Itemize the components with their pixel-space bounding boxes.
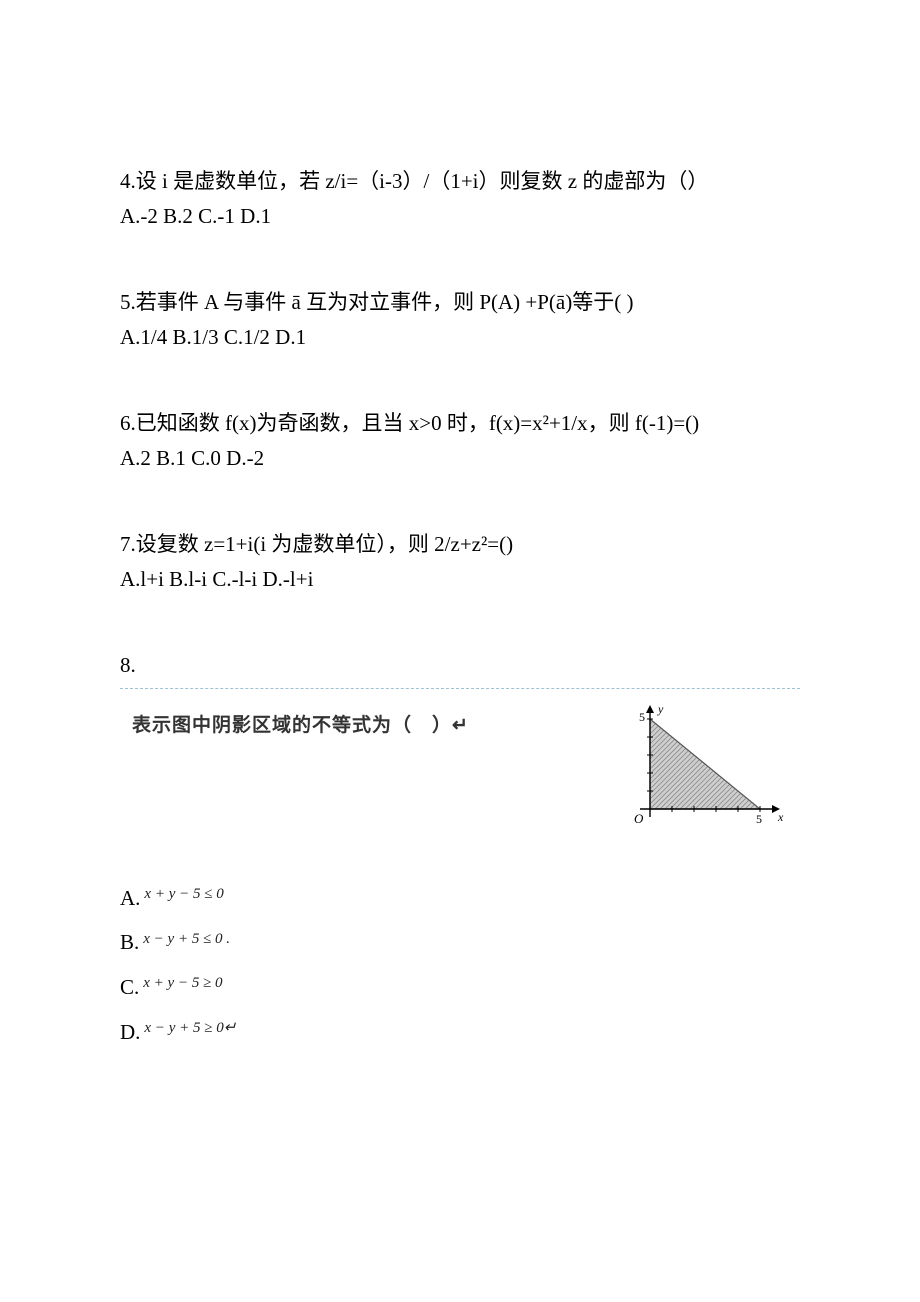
q5-options: A.1/4 B.1/3 C.1/2 D.1: [120, 321, 800, 354]
option-expr: x − y + 5 ≥ 0↵: [144, 1017, 236, 1040]
q7-stem: 7.设复数 z=1+i(i 为虚数单位），则 2/z+z²=(): [120, 528, 800, 561]
x-axis-label: x: [777, 810, 784, 824]
q8-option-d: D. x − y + 5 ≥ 0↵: [120, 1016, 800, 1049]
q8-label: 8.: [120, 649, 800, 682]
exam-page: 4.设 i 是虚数单位，若 z/i=（i-3）/（1+i）则复数 z 的虚部为（…: [0, 0, 920, 1302]
q7-options: A.l+i B.l-i C.-l-i D.-l+i: [120, 563, 800, 596]
option-letter: B.: [120, 926, 139, 959]
shaded-region: [650, 719, 760, 809]
option-expr: x + y − 5 ≥ 0: [143, 972, 222, 995]
q8-triangle-figure: 5 5 y x O: [590, 699, 790, 839]
option-letter: C.: [120, 971, 139, 1004]
q4-options: A.-2 B.2 C.-1 D.1: [120, 200, 800, 233]
y-axis-label: y: [657, 702, 664, 716]
question-6: 6.已知函数 f(x)为奇函数，且当 x>0 时，f(x)=x²+1/x，则 f…: [120, 407, 800, 474]
question-4: 4.设 i 是虚数单位，若 z/i=（i-3）/（1+i）则复数 z 的虚部为（…: [120, 165, 800, 232]
origin-label: O: [634, 811, 644, 826]
q6-stem: 6.已知函数 f(x)为奇函数，且当 x>0 时，f(x)=x²+1/x，则 f…: [120, 407, 800, 440]
q8-option-b: B. x − y + 5 ≤ 0 .: [120, 926, 800, 959]
y-tick-label: 5: [639, 710, 645, 724]
q8-option-a: A. x + y − 5 ≤ 0: [120, 882, 800, 915]
q5-stem: 5.若事件 A 与事件 ā 互为对立事件，则 P(A) +P(ā)等于( ): [120, 286, 800, 319]
q8-options: A. x + y − 5 ≤ 0 B. x − y + 5 ≤ 0 . C. x…: [120, 882, 800, 1048]
q8-figure-row: 表示图中阴影区域的不等式为（ ）↵: [120, 688, 800, 848]
option-letter: A.: [120, 882, 140, 915]
option-expr: x + y − 5 ≤ 0: [144, 883, 223, 906]
y-axis-arrow-icon: [646, 705, 654, 713]
x-tick-label: 5: [756, 812, 762, 826]
q4-stem: 4.设 i 是虚数单位，若 z/i=（i-3）/（1+i）则复数 z 的虚部为（…: [120, 165, 800, 198]
question-5: 5.若事件 A 与事件 ā 互为对立事件，则 P(A) +P(ā)等于( ) A…: [120, 286, 800, 353]
option-letter: D.: [120, 1016, 140, 1049]
q6-options: A.2 B.1 C.0 D.-2: [120, 442, 800, 475]
question-7: 7.设复数 z=1+i(i 为虚数单位），则 2/z+z²=() A.l+i B…: [120, 528, 800, 595]
option-expr: x − y + 5 ≤ 0 .: [143, 928, 230, 951]
question-8: 8. 表示图中阴影区域的不等式为（ ）↵: [120, 649, 800, 1048]
q8-option-c: C. x + y − 5 ≥ 0: [120, 971, 800, 1004]
